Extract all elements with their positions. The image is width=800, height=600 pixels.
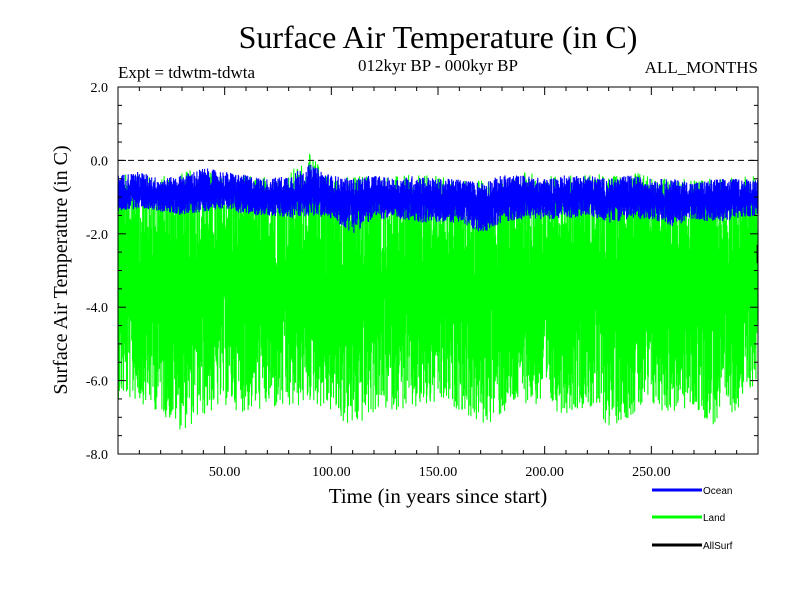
series-layer (117, 153, 759, 430)
y-tick-label: -2.0 (86, 228, 108, 243)
tick-layer: 50.00 100.00 150.00 200.00 250.00 -8.0 -6.0 -4.… (86, 81, 758, 480)
chart-title: Surface Air Temperature (in C) (239, 19, 638, 55)
experiment-label: Expt = tdwtm-tdwta (118, 63, 256, 82)
legend-label-ocean: Ocean (703, 486, 732, 497)
legend-label-land: Land (703, 513, 725, 524)
y-tick-label: 2.0 (91, 81, 109, 96)
x-tick-label: 50.00 (209, 465, 241, 480)
y-tick-label: -4.0 (86, 301, 108, 316)
legend: Ocean Land AllSurf (652, 486, 733, 552)
y-axis-label: Surface Air Temperature (in C) (50, 145, 72, 394)
legend-label-allsurf: AllSurf (703, 541, 733, 552)
y-tick-label: -6.0 (86, 375, 108, 390)
x-tick-label: 200.00 (525, 465, 564, 480)
y-tick-label: -8.0 (86, 448, 108, 463)
x-axis-label: Time (in years since start) (329, 484, 548, 508)
chart-subtitle: 012kyr BP - 000kyr BP (358, 56, 518, 75)
y-tick-label: 0.0 (91, 154, 109, 169)
x-tick-label: 150.00 (419, 465, 458, 480)
months-label: ALL_MONTHS (645, 58, 758, 77)
x-tick-label: 250.00 (632, 465, 671, 480)
plot-area: 50.00 100.00 150.00 200.00 250.00 -8.0 -6.0 -4.… (86, 81, 759, 480)
x-tick-label: 100.00 (312, 465, 351, 480)
plot-frame (117, 86, 759, 455)
